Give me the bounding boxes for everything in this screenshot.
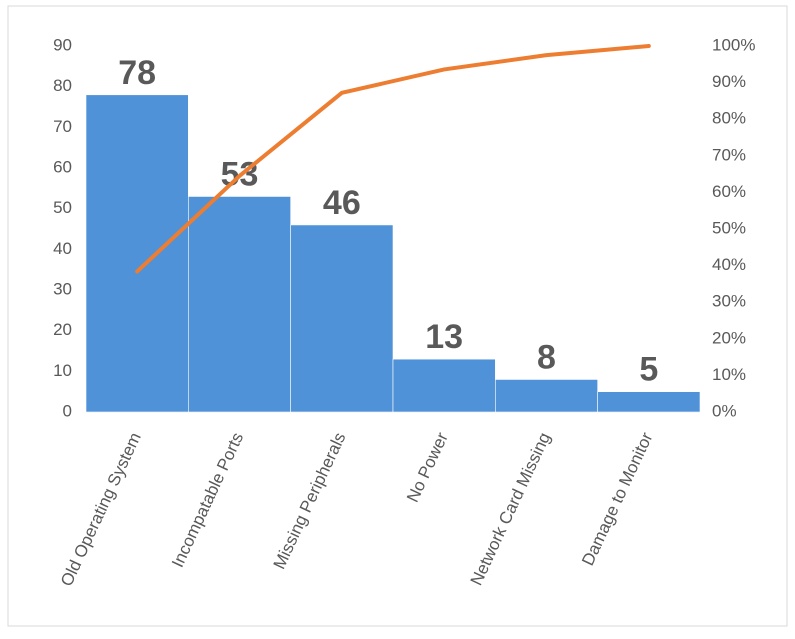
bar	[495, 379, 598, 413]
y-tick-label: 10	[53, 361, 72, 380]
y2-tick-label: 30%	[712, 292, 746, 311]
y2-tick-label: 0%	[712, 401, 737, 420]
y-tick-label: 90	[53, 35, 72, 54]
bar	[597, 391, 701, 413]
y2-tick-label: 80%	[712, 109, 746, 128]
cumulative-line	[135, 44, 651, 274]
bar	[290, 224, 394, 413]
y-tick-label: 0	[63, 401, 72, 420]
data-label: 13	[425, 318, 463, 356]
data-label: 8	[537, 338, 556, 376]
y2-tick-label: 90%	[712, 72, 746, 91]
bar	[188, 196, 291, 413]
data-label: 46	[323, 184, 361, 222]
y-tick-label: 80	[53, 76, 72, 95]
bar	[85, 94, 189, 413]
y-tick-label: 70	[53, 117, 72, 136]
y2-tick-label: 10%	[712, 365, 746, 384]
y-tick-label: 40	[53, 239, 72, 258]
y2-tick-label: 50%	[712, 218, 746, 237]
y2-tick-label: 20%	[712, 328, 746, 347]
data-label: 5	[639, 351, 658, 389]
y2-tick-label: 70%	[712, 145, 746, 164]
bar	[392, 358, 496, 413]
y-tick-label: 20	[53, 320, 72, 339]
data-label: 78	[118, 54, 156, 92]
y-tick-label: 60	[53, 157, 72, 176]
y2-tick-label: 60%	[712, 182, 746, 201]
y2-tick-label: 40%	[712, 255, 746, 274]
y-tick-label: 50	[53, 198, 72, 217]
y-tick-label: 30	[53, 279, 72, 298]
y2-tick-label: 100%	[712, 35, 755, 54]
